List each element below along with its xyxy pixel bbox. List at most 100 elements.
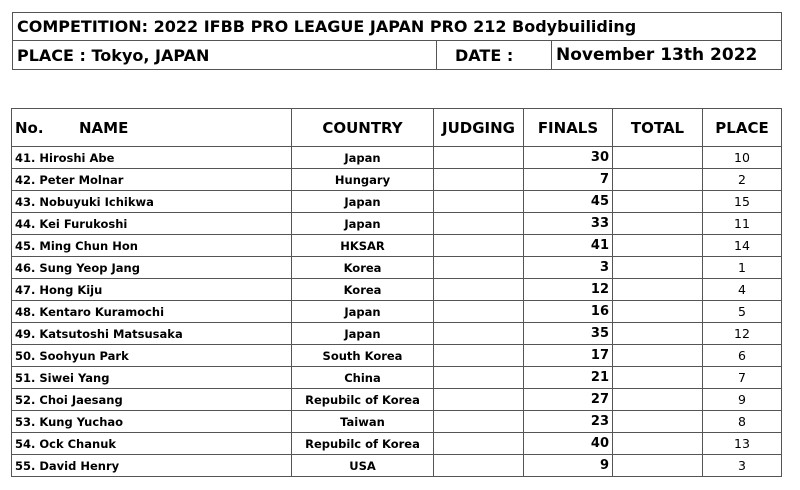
header-country: COUNTRY [291,108,434,147]
cell-judging [433,300,524,323]
cell-finals: 17 [523,344,613,367]
table-row: 41. Hiroshi Abe Japan 30 10 [11,146,782,169]
cell-country: Japan [291,146,434,169]
cell-place: 13 [702,432,782,455]
cell-judging [433,344,524,367]
cell-finals: 41 [523,234,613,257]
cell-country: Hungary [291,168,434,191]
cell-place: 11 [702,212,782,235]
cell-name: 53. Kung Yuchao [11,410,292,433]
cell-name: 45. Ming Chun Hon [11,234,292,257]
results-table: No. NAME COUNTRY JUDGING FINALS TOTAL PLA… [11,108,782,477]
cell-finals: 7 [523,168,613,191]
cell-judging [433,322,524,345]
cell-country: USA [291,454,434,477]
table-row: 50. Soohyun Park South Korea 17 6 [11,344,782,367]
table-header-row: No. NAME COUNTRY JUDGING FINALS TOTAL PLA… [11,108,782,147]
cell-name: 47. Hong Kiju [11,278,292,301]
cell-place: 5 [702,300,782,323]
cell-judging [433,278,524,301]
cell-country: HKSAR [291,234,434,257]
date-label: DATE : [436,40,552,70]
cell-country: Japan [291,212,434,235]
cell-country: South Korea [291,344,434,367]
cell-country: Taiwan [291,410,434,433]
cell-country: Japan [291,190,434,213]
cell-total [612,190,703,213]
cell-place: 10 [702,146,782,169]
cell-country: Japan [291,300,434,323]
cell-finals: 33 [523,212,613,235]
table-row: 53. Kung Yuchao Taiwan 23 8 [11,410,782,433]
cell-judging [433,410,524,433]
cell-judging [433,432,524,455]
cell-name: 42. Peter Molnar [11,168,292,191]
cell-total [612,432,703,455]
header-finals: FINALS [523,108,613,147]
header-judging: JUDGING [433,108,524,147]
cell-finals: 30 [523,146,613,169]
cell-total [612,410,703,433]
cell-place: 7 [702,366,782,389]
header-no: No. [15,118,44,137]
table-row: 45. Ming Chun Hon HKSAR 41 14 [11,234,782,257]
cell-total [612,168,703,191]
cell-judging [433,366,524,389]
cell-finals: 16 [523,300,613,323]
cell-place: 8 [702,410,782,433]
cell-judging [433,388,524,411]
cell-total [612,234,703,257]
cell-total [612,300,703,323]
cell-judging [433,454,524,477]
cell-country: Korea [291,256,434,279]
cell-finals: 45 [523,190,613,213]
table-row: 54. Ock Chanuk Repubilc of Korea 40 13 [11,432,782,455]
header-place: PLACE [702,108,782,147]
cell-judging [433,146,524,169]
cell-total [612,256,703,279]
table-row: 46. Sung Yeop Jang Korea 3 1 [11,256,782,279]
cell-finals: 35 [523,322,613,345]
header-name: NAME [79,118,129,137]
cell-total [612,146,703,169]
cell-total [612,278,703,301]
cell-total [612,212,703,235]
cell-place: 9 [702,388,782,411]
cell-judging [433,190,524,213]
cell-place: 15 [702,190,782,213]
cell-place: 4 [702,278,782,301]
cell-place: 3 [702,454,782,477]
date-value: November 13th 2022 [551,40,782,70]
cell-name: 51. Siwei Yang [11,366,292,389]
cell-judging [433,168,524,191]
cell-total [612,344,703,367]
table-row: 44. Kei Furukoshi Japan 33 11 [11,212,782,235]
cell-place: 12 [702,322,782,345]
competition-title: COMPETITION: 2022 IFBB PRO LEAGUE JAPAN … [12,12,782,41]
cell-finals: 27 [523,388,613,411]
results-body: 41. Hiroshi Abe Japan 30 10 42. Peter Molnar… [11,146,782,477]
cell-place: 14 [702,234,782,257]
competition-header: COMPETITION: 2022 IFBB PRO LEAGUE JAPAN … [12,12,782,70]
cell-name: 48. Kentaro Kuramochi [11,300,292,323]
cell-finals: 40 [523,432,613,455]
cell-name: 46. Sung Yeop Jang [11,256,292,279]
cell-name: 50. Soohyun Park [11,344,292,367]
cell-place: 6 [702,344,782,367]
cell-total [612,388,703,411]
cell-finals: 21 [523,366,613,389]
cell-name: 49. Katsutoshi Matsusaka [11,322,292,345]
table-row: 43. Nobuyuki Ichikwa Japan 45 15 [11,190,782,213]
cell-name: 52. Choi Jaesang [11,388,292,411]
cell-total [612,322,703,345]
cell-judging [433,212,524,235]
header-total: TOTAL [612,108,703,147]
cell-finals: 9 [523,454,613,477]
cell-finals: 12 [523,278,613,301]
cell-country: Korea [291,278,434,301]
cell-name: 54. Ock Chanuk [11,432,292,455]
cell-place: 1 [702,256,782,279]
cell-total [612,366,703,389]
cell-country: Repubilc of Korea [291,432,434,455]
cell-judging [433,256,524,279]
